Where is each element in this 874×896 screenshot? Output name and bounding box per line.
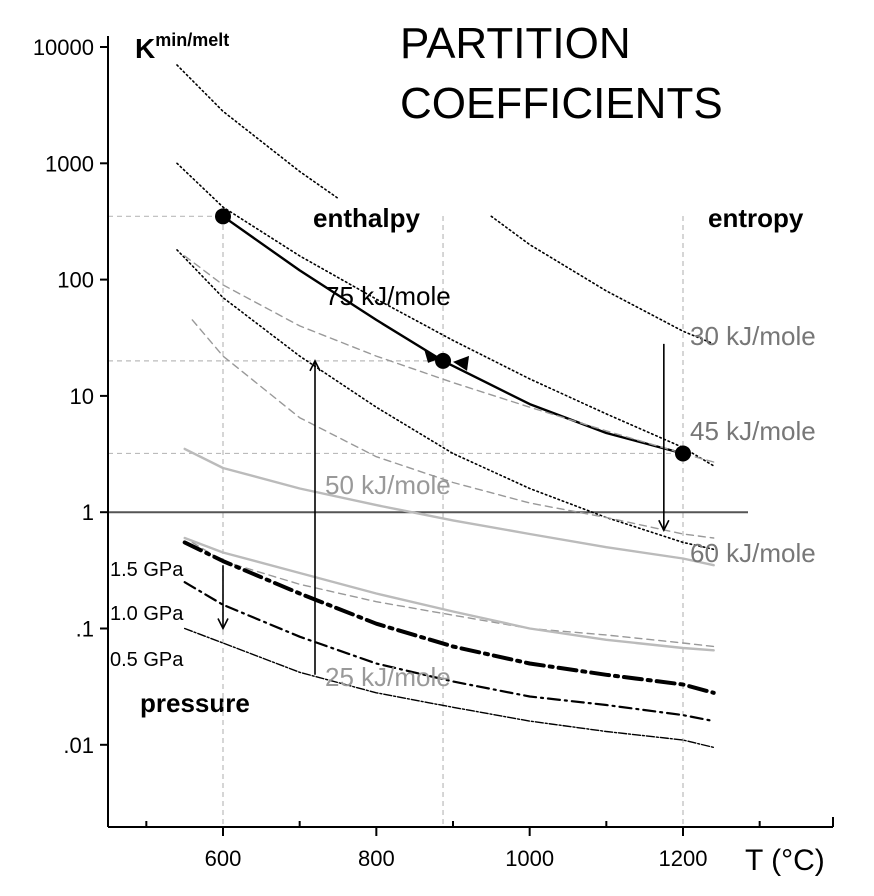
y-tick-label-5: 1000: [45, 151, 94, 176]
pressure-0-5-gpa-label: 0.5 GPa: [110, 649, 184, 671]
y-tick-label-0: .01: [63, 733, 94, 758]
data-point-0: [215, 208, 231, 225]
series-line-3: [176, 162, 715, 467]
arrow-head-2: [217, 618, 229, 631]
x-axis-label: T (°C): [745, 844, 825, 877]
x-tick-label-2: 1000: [505, 846, 554, 871]
data-point-1: [435, 352, 452, 369]
series-line-8: [183, 447, 715, 567]
y-tick-label-6: 10000: [33, 35, 94, 60]
data-point-2: [675, 445, 691, 462]
arrow-head-1: [658, 519, 670, 533]
series-lines: [176, 64, 716, 749]
y-axis-label: Kmin/melt: [135, 30, 229, 64]
y-tick-label-4: 100: [57, 268, 94, 293]
series-label-8: 50 kJ/mole: [325, 470, 451, 500]
series-label-12: 25 kJ/mole: [325, 662, 451, 692]
y-axis-label-main: K: [135, 33, 155, 64]
series-line-12: [183, 627, 715, 749]
series-label-3: 45 kJ/mole: [690, 416, 816, 446]
y-tick-label-3: 10: [70, 384, 94, 409]
x-tick-label-1: 800: [358, 846, 395, 871]
guide-lines: [108, 215, 748, 827]
main-curve-arrowhead-right: [453, 355, 470, 371]
series-line-7: [191, 541, 715, 648]
x-tick-label-0: 600: [205, 846, 242, 871]
series-line-11: [183, 581, 715, 723]
series-line-5: [183, 255, 715, 463]
series-labels: 75 kJ/mole 30 kJ/mole 45 kJ/mole 60 kJ/mole…: [325, 281, 816, 692]
series-label-4: 60 kJ/mole: [690, 538, 816, 568]
pressure-label: pressure: [140, 688, 250, 718]
axes: .01 .1 1 10 100 1000 10000 600 800 1000 1200: [33, 35, 834, 871]
series-line-6: [191, 319, 715, 539]
chart-title-line-1: PARTITION: [400, 19, 631, 68]
series-line-1: [176, 64, 339, 200]
pressure-1-0-gpa-label: 1.0 GPa: [110, 603, 184, 625]
pressure-1-5-gpa-label: 1.5 GPa: [110, 559, 184, 581]
chart-title-line-2: COEFFICIENTS: [400, 79, 723, 128]
enthalpy-label: enthalpy: [313, 203, 420, 233]
arrow-head-0: [309, 359, 321, 372]
series-line-2: [490, 215, 715, 345]
entropy-label: entropy: [708, 203, 804, 233]
series-line-10: [182, 540, 716, 695]
arrows: [217, 343, 670, 675]
series-line-9: [183, 536, 715, 652]
series-label-1: 30 kJ/mole: [690, 321, 816, 351]
y-tick-label-1: .1: [76, 617, 94, 642]
data-points: [215, 208, 691, 462]
series-label-0: 75 kJ/mole: [325, 281, 451, 311]
y-axis-label-superscript: min/melt: [155, 30, 229, 50]
y-tick-label-2: 1: [82, 500, 94, 525]
x-tick-label-3: 1200: [659, 846, 708, 871]
series-line-4: [176, 249, 715, 551]
